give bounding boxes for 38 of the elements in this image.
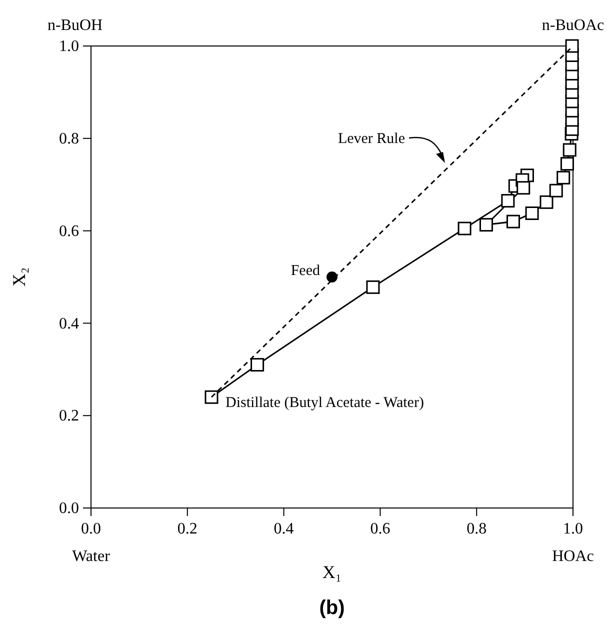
point bbox=[501, 194, 515, 208]
y-axis-title: X₂ bbox=[9, 267, 29, 287]
point bbox=[204, 390, 218, 404]
x-axis-title: X₁ bbox=[322, 562, 342, 582]
annotation: Feed bbox=[290, 263, 320, 279]
point bbox=[326, 272, 338, 282]
point bbox=[549, 184, 563, 198]
y-tick-label: 0.8 bbox=[59, 130, 79, 148]
point bbox=[565, 39, 579, 53]
annotation: Lever Rule bbox=[338, 131, 406, 147]
text: Water bbox=[72, 548, 111, 565]
point bbox=[479, 218, 493, 232]
y-tick-label: 0.0 bbox=[59, 500, 79, 518]
point bbox=[540, 195, 554, 209]
x-tick-label: 1.0 bbox=[563, 520, 583, 538]
x-tick-label: 0.6 bbox=[370, 520, 390, 538]
point bbox=[366, 280, 380, 294]
x-tick-label: 0.4 bbox=[274, 520, 294, 538]
text: n-BuOH bbox=[47, 17, 103, 34]
y-tick-label: 0.6 bbox=[59, 222, 79, 240]
annotation: Distillate (Butyl Acetate - Water) bbox=[226, 395, 424, 412]
point bbox=[525, 206, 539, 220]
text: (b) bbox=[319, 597, 345, 619]
x-tick-label: 0.2 bbox=[177, 520, 198, 538]
point bbox=[506, 214, 520, 228]
point bbox=[458, 222, 472, 236]
y-tick-label: 0.2 bbox=[59, 408, 79, 425]
point bbox=[516, 181, 530, 195]
y-tick-label: 1.0 bbox=[59, 38, 79, 56]
point bbox=[562, 143, 576, 157]
x-tick-label: 0.8 bbox=[466, 520, 487, 538]
point bbox=[250, 358, 264, 372]
text: n-BuOAc bbox=[542, 17, 604, 34]
point bbox=[556, 170, 570, 184]
text: HOAc bbox=[552, 548, 594, 565]
x-tick-label: 0.0 bbox=[81, 520, 101, 538]
point bbox=[560, 157, 574, 171]
y-tick-label: 0.4 bbox=[59, 315, 79, 332]
